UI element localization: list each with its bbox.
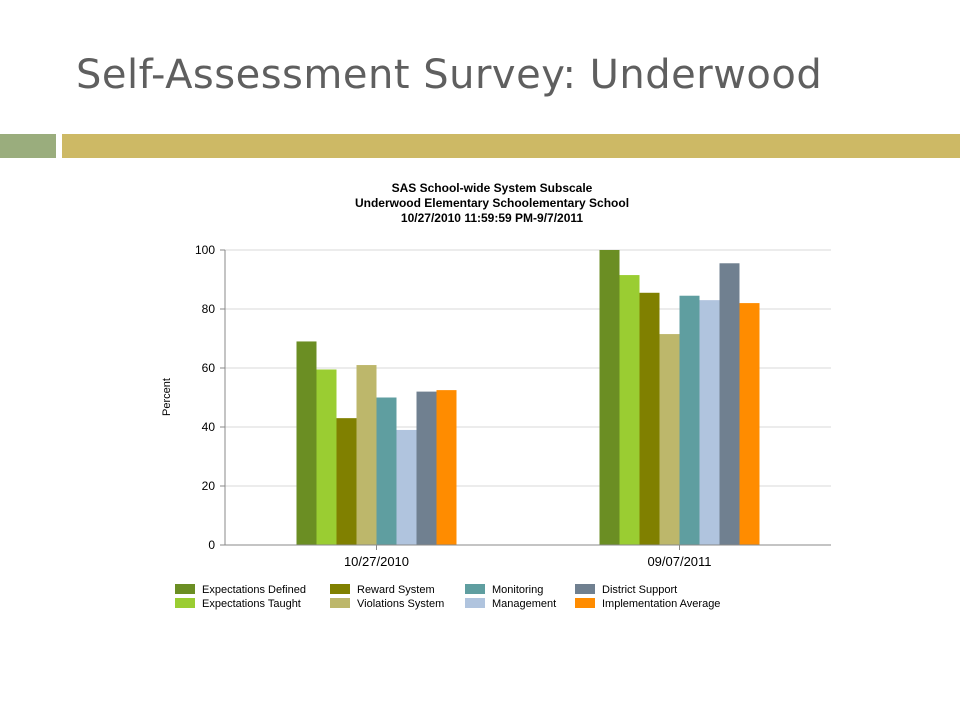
bars [296, 250, 760, 545]
legend: Expectations Defined Expectations Taught R… [175, 584, 720, 610]
accent-bar-right [62, 134, 960, 158]
bar-chart: SAS School-wide System Subscale Underwoo… [161, 181, 831, 610]
chart-title: SAS School-wide System Subscale [392, 181, 593, 195]
slide-title: Self-Assessment Survey: Underwood [76, 52, 823, 98]
bar [376, 397, 397, 545]
x-tick-label: 10/27/2010 [344, 554, 409, 569]
legend-swatch [575, 584, 595, 594]
legend-label: Implementation Average [602, 598, 720, 610]
axes: 0 20 40 60 80 100 10/27/2010 09/07/2011 [195, 243, 831, 569]
legend-label: Monitoring [492, 584, 543, 596]
legend-label: Expectations Taught [202, 598, 301, 610]
bar [416, 391, 437, 545]
legend-label: District Support [602, 584, 677, 596]
legend-swatch [175, 584, 195, 594]
y-tick-label: 60 [202, 361, 216, 375]
legend-label: Expectations Defined [202, 584, 306, 596]
legend-swatch [465, 584, 485, 594]
legend-label: Reward System [357, 584, 435, 596]
bar [436, 390, 457, 545]
y-tick-label: 0 [208, 538, 215, 552]
legend-swatch [175, 598, 195, 608]
bar [639, 292, 660, 545]
legend-label: Management [492, 598, 556, 610]
legend-swatch [465, 598, 485, 608]
bar [739, 303, 760, 545]
legend-swatch [330, 598, 350, 608]
bar [296, 341, 317, 545]
y-tick-label: 40 [202, 420, 216, 434]
bar [396, 429, 417, 545]
legend-swatch [330, 584, 350, 594]
bar [699, 300, 720, 545]
y-tick-label: 20 [202, 479, 216, 493]
bar [659, 334, 680, 545]
y-tick-label: 80 [202, 302, 216, 316]
chart-subtitle-line-2: 10/27/2010 11:59:59 PM-9/7/2011 [401, 211, 583, 225]
bar [336, 418, 357, 545]
bar [316, 369, 337, 545]
bar [719, 263, 740, 545]
accent-bar-left [0, 134, 56, 158]
legend-label: Violations System [357, 598, 444, 610]
bar [679, 295, 700, 545]
y-axis-label: Percent [161, 378, 173, 416]
x-tick-label: 09/07/2011 [647, 554, 711, 569]
bar [599, 250, 620, 545]
bar [356, 365, 377, 545]
chart-subtitle-line-1: Underwood Elementary Schoolementary Scho… [355, 196, 629, 210]
y-tick-label: 100 [195, 243, 215, 257]
bar [619, 275, 640, 545]
legend-swatch [575, 598, 595, 608]
